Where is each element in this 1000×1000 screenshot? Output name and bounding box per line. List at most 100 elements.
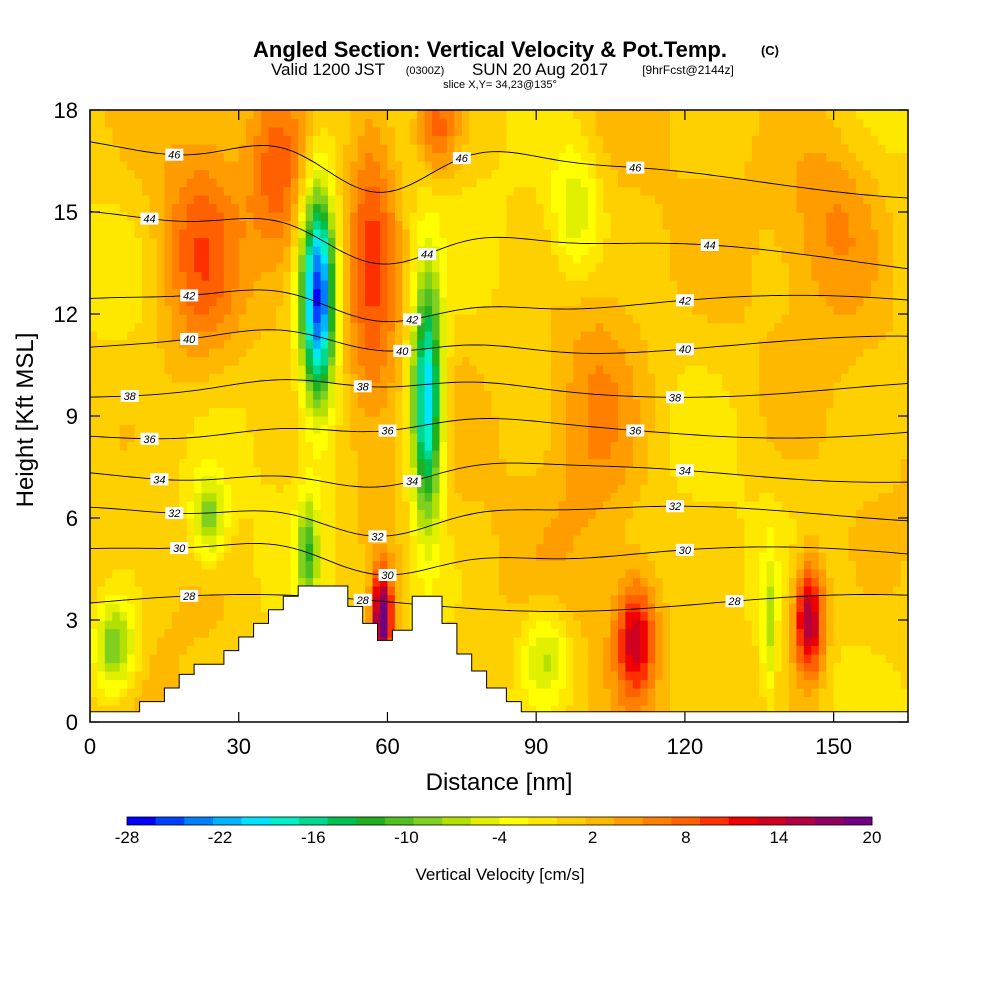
velocity-cell [595, 135, 604, 145]
velocity-cell [119, 280, 128, 290]
velocity-cell [551, 467, 560, 477]
velocity-cell [253, 458, 262, 468]
velocity-cell [536, 645, 545, 655]
velocity-cell [595, 178, 604, 188]
velocity-cell [491, 543, 500, 553]
velocity-cell [216, 373, 225, 383]
velocity-cell [491, 390, 500, 400]
velocity-cell [320, 518, 329, 528]
velocity-cell [446, 450, 455, 460]
velocity-cell [342, 569, 351, 579]
velocity-cell [134, 560, 143, 570]
velocity-cell [461, 577, 470, 587]
velocity-cell [446, 611, 455, 621]
velocity-cell [573, 297, 582, 307]
velocity-cell [186, 220, 195, 230]
velocity-cell [201, 246, 210, 256]
velocity-cell [476, 365, 485, 375]
velocity-cell [521, 450, 530, 460]
velocity-cell [513, 611, 522, 621]
velocity-cell [156, 246, 165, 256]
velocity-cell [521, 688, 530, 698]
velocity-cell [573, 288, 582, 298]
velocity-cell [119, 127, 128, 137]
velocity-cell [573, 118, 582, 128]
velocity-cell [573, 280, 582, 290]
velocity-cell [335, 450, 344, 460]
velocity-cell [283, 161, 292, 171]
velocity-cell [246, 518, 255, 528]
velocity-cell [283, 212, 292, 222]
velocity-cell [149, 229, 158, 239]
velocity-cell [119, 263, 128, 273]
velocity-cell [424, 127, 433, 137]
velocity-cell [461, 603, 470, 613]
velocity-cell [387, 348, 396, 358]
velocity-cell [476, 399, 485, 409]
velocity-cell [521, 654, 530, 664]
velocity-cell [357, 560, 366, 570]
velocity-cell [149, 467, 158, 477]
velocity-cell [201, 178, 210, 188]
velocity-cell [380, 484, 389, 494]
velocity-cell [290, 535, 299, 545]
velocity-cell [580, 356, 589, 366]
velocity-cell [119, 203, 128, 213]
velocity-cell [201, 144, 210, 154]
velocity-cell [342, 348, 351, 358]
velocity-cell [268, 288, 277, 298]
velocity-cell [261, 501, 270, 511]
velocity-cell [298, 433, 307, 443]
velocity-cell [164, 654, 173, 664]
velocity-cell [119, 441, 128, 451]
velocity-cell [216, 620, 225, 630]
velocity-cell [417, 339, 426, 349]
velocity-cell [179, 297, 188, 307]
velocity-cell [216, 178, 225, 188]
velocity-cell [491, 246, 500, 256]
velocity-cell [484, 645, 493, 655]
velocity-cell [342, 212, 351, 222]
velocity-cell [253, 246, 262, 256]
velocity-cell [134, 662, 143, 672]
velocity-cell [134, 654, 143, 664]
velocity-cell [588, 518, 597, 528]
velocity-cell [476, 271, 485, 281]
velocity-cell [580, 654, 589, 664]
velocity-cell [216, 161, 225, 171]
velocity-cell [268, 509, 277, 519]
velocity-cell [179, 645, 188, 655]
velocity-cell [424, 382, 433, 392]
velocity-cell [461, 271, 470, 281]
velocity-cell [387, 152, 396, 162]
velocity-cell [186, 118, 195, 128]
velocity-cell [104, 637, 113, 647]
velocity-cell [528, 620, 537, 630]
velocity-cell [573, 467, 582, 477]
velocity-cell [513, 450, 522, 460]
velocity-cell [536, 552, 545, 562]
velocity-cell [164, 144, 173, 154]
velocity-cell [506, 620, 515, 630]
velocity-cell [491, 348, 500, 358]
velocity-cell [402, 484, 411, 494]
velocity-cell [179, 271, 188, 281]
velocity-cell [290, 560, 299, 570]
velocity-cell [551, 611, 560, 621]
velocity-cell [335, 331, 344, 341]
velocity-cell [283, 390, 292, 400]
velocity-cell [171, 399, 180, 409]
velocity-cell [476, 229, 485, 239]
velocity-cell [305, 331, 314, 341]
velocity-cell [320, 178, 329, 188]
velocity-cell [513, 161, 522, 171]
velocity-cell [432, 229, 441, 239]
velocity-cell [469, 263, 478, 273]
velocity-cell [365, 467, 374, 477]
velocity-cell [156, 305, 165, 315]
velocity-cell [499, 637, 508, 647]
velocity-cell [179, 662, 188, 672]
velocity-cell [327, 348, 336, 358]
velocity-cell [253, 569, 262, 579]
velocity-cell [112, 586, 121, 596]
